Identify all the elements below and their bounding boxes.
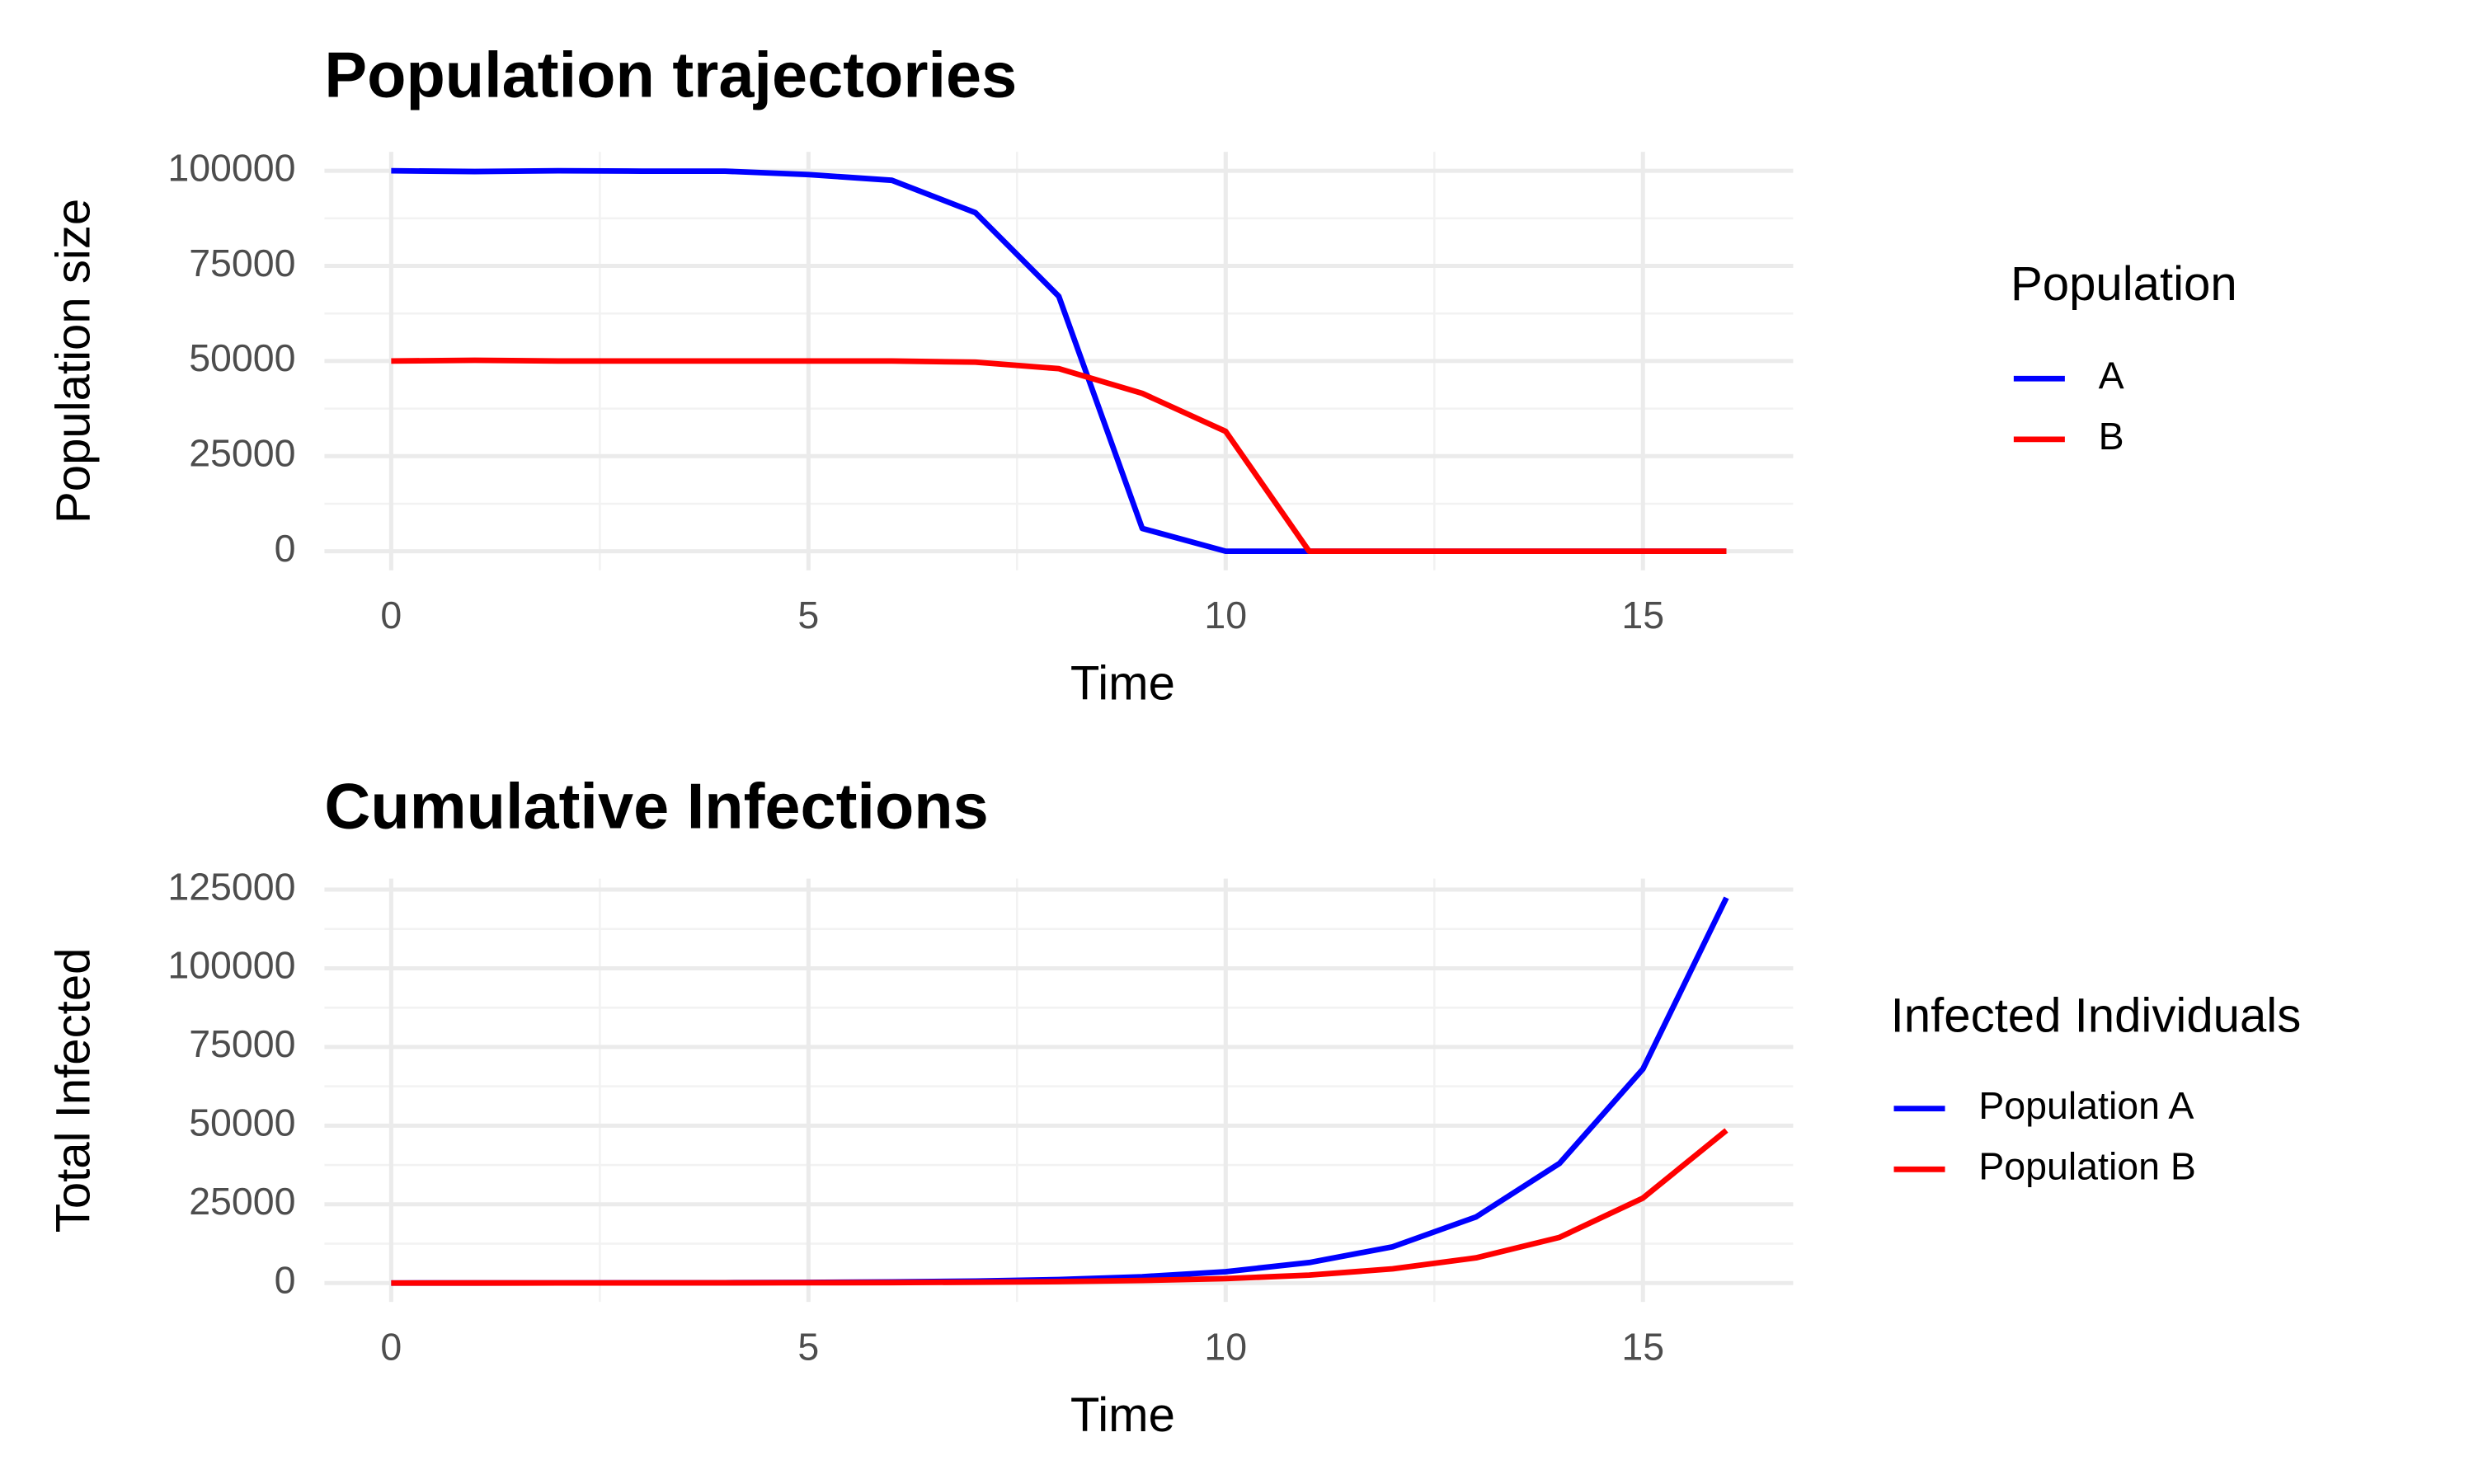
x-tick-label: 5 <box>797 594 819 636</box>
legend-title: Population <box>2011 257 2237 311</box>
x-axis-title: Time <box>1070 1388 1175 1442</box>
legend-label: B <box>2099 415 2124 458</box>
x-tick-label: 10 <box>1204 594 1247 636</box>
y-tick-label: 50000 <box>189 1101 295 1144</box>
y-tick-label: 75000 <box>189 242 295 284</box>
series-line <box>391 896 1729 1286</box>
legend-label: Population A <box>1978 1084 2194 1127</box>
x-tick-label: 0 <box>380 1326 402 1369</box>
y-tick-label: 100000 <box>167 944 295 987</box>
x-tick-label: 10 <box>1204 1326 1247 1369</box>
x-tick-label: 5 <box>797 1326 819 1369</box>
x-tick-label: 15 <box>1621 1326 1664 1369</box>
y-tick-label: 0 <box>275 1258 296 1301</box>
x-axis-title: Time <box>1070 657 1175 711</box>
series-line <box>391 357 1727 555</box>
y-tick-label: 25000 <box>189 432 295 475</box>
chart-title: Cumulative Infections <box>324 772 988 843</box>
y-tick-label: 25000 <box>189 1180 295 1223</box>
series-line <box>391 1128 1729 1286</box>
y-tick-label: 100000 <box>167 146 295 189</box>
legend-label: Population B <box>1978 1145 2196 1188</box>
legend-title: Infected Individuals <box>1891 989 2302 1043</box>
chart-title: Population trajectories <box>324 40 1017 110</box>
legend-label: A <box>2099 354 2124 397</box>
y-tick-label: 50000 <box>189 336 295 379</box>
y-tick-label: 75000 <box>189 1022 295 1065</box>
x-tick-label: 0 <box>380 594 402 636</box>
y-tick-label: 125000 <box>167 865 295 908</box>
x-tick-label: 15 <box>1621 594 1664 636</box>
y-tick-label: 0 <box>275 527 296 570</box>
y-axis-title: Total Infected <box>46 948 100 1233</box>
y-axis-title: Population size <box>46 199 100 524</box>
